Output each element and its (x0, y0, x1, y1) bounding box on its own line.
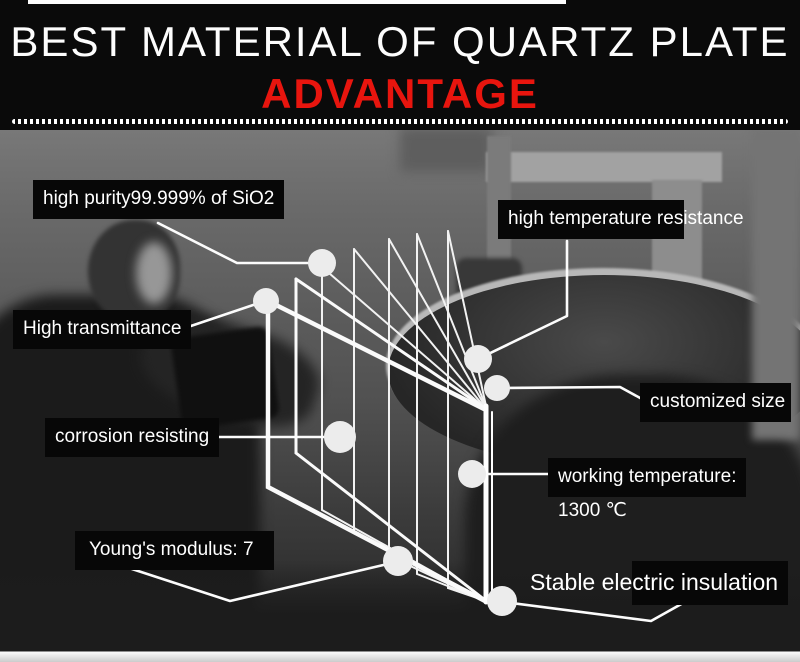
machine-beam (486, 152, 722, 182)
top-edge-highlight (28, 0, 566, 4)
feature-label-text: customized size (640, 383, 792, 422)
machine-overhead-parts (400, 130, 492, 172)
bottom-light-strip (0, 651, 800, 662)
feature-label-text: High transmittance (13, 310, 192, 349)
dotted-divider (12, 119, 788, 124)
feature-label-working-temperature: working temperature: 1300 ℃ (548, 458, 747, 523)
feature-label-text: working temperature: (548, 458, 747, 497)
feature-label-high-purity: high purity99.999% of SiO2 (33, 180, 285, 219)
feature-label-corrosion: corrosion resisting (45, 418, 220, 457)
page-subtitle: ADVANTAGE (261, 70, 539, 117)
feature-label-transmittance: High transmittance (13, 310, 192, 349)
feature-label-text: corrosion resisting (45, 418, 220, 457)
feature-label-text: high purity99.999% of SiO2 (33, 180, 285, 219)
feature-label-insulation: Stable electric insulation (520, 561, 789, 605)
feature-label-text: high temperature resistance (498, 200, 754, 239)
feature-label-text: Young's modulus: 7 (75, 531, 274, 570)
feature-label-text-line2: 1300 ℃ (558, 499, 627, 521)
title-banner: BEST MATERIAL OF QUARTZ PLATE ADVANTAGE (0, 0, 800, 130)
feature-label-high-temperature: high temperature resistance (498, 200, 754, 239)
person-face-highlight (136, 242, 172, 304)
feature-label-text: Stable electric insulation (520, 561, 789, 605)
feature-label-youngs-modulus: Young's modulus: 7 (75, 531, 274, 570)
page-title: BEST MATERIAL OF QUARTZ PLATE (10, 18, 790, 65)
feature-label-customized-size: customized size (640, 383, 792, 422)
